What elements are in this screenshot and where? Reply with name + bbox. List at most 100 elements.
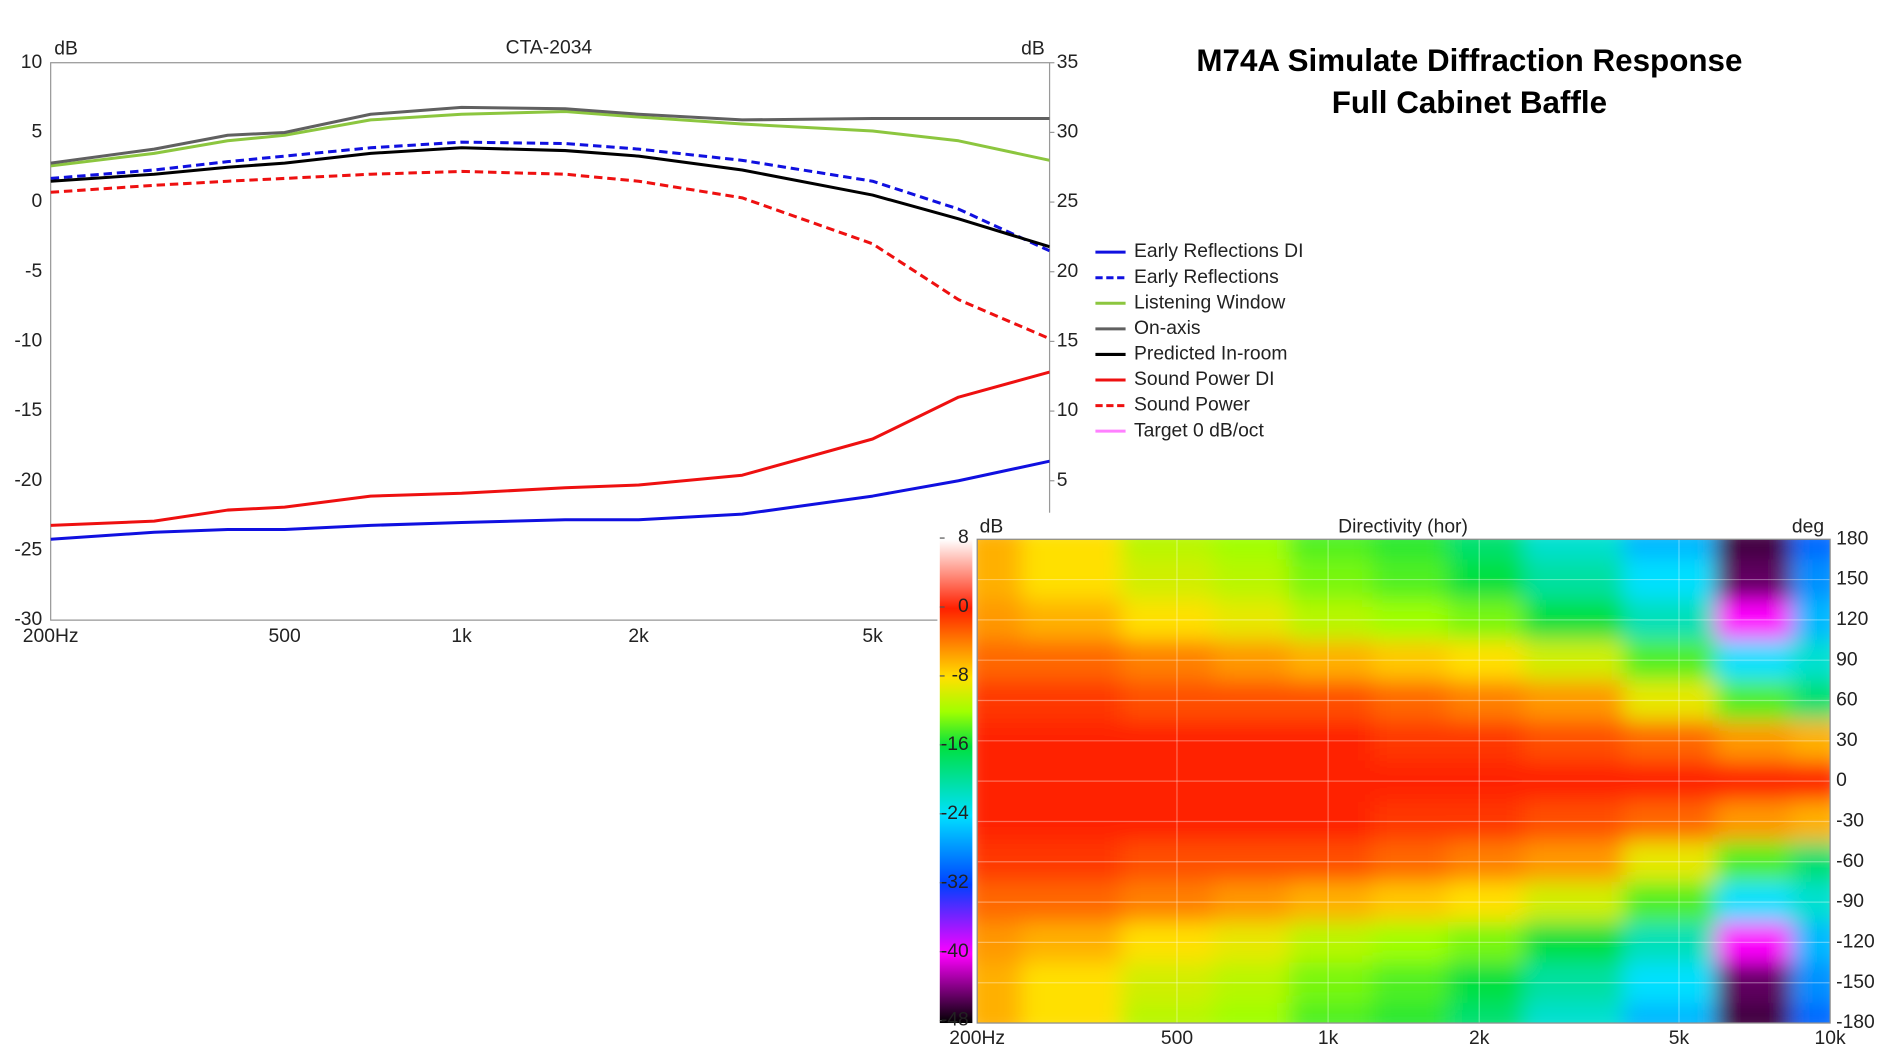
heatmap-cell [1715, 881, 1792, 923]
y-tick-label: -120 [1836, 931, 1875, 952]
y-tick-label: -150 [1836, 972, 1875, 993]
heatmap-cell [1289, 599, 1373, 641]
heatmap-cell [1715, 922, 1792, 964]
heatmap-cell [1372, 922, 1449, 964]
heatmap-cell [1289, 922, 1373, 964]
heatmap-cell [1791, 559, 1831, 601]
heatmap-cell [1021, 922, 1122, 964]
heatmap-cell [1021, 1002, 1122, 1024]
legend-label: Sound Power DI [1134, 369, 1275, 390]
y-tick-label: 0 [1836, 770, 1847, 791]
legend-label: Target 0 dB/oct [1134, 420, 1264, 441]
heatmap-cell [1523, 962, 1624, 1004]
heatmap-cell [1372, 599, 1449, 641]
heatmap-cell [1791, 640, 1831, 681]
heatmap-cell [1523, 881, 1624, 923]
y-tick-label: -10 [14, 331, 42, 352]
heatmap-cell [1623, 841, 1717, 883]
heatmap-cell [1623, 599, 1717, 641]
heatmap-cell [1121, 559, 1215, 601]
cta-chart: CTA-2034 dB dB -30 -25 -20 -15 -10 -5 0 5 10 5 10 1… [14, 37, 1303, 647]
heatmap-cell [1372, 559, 1449, 601]
heatmap-cell [1791, 539, 1831, 561]
heatmap-cell [1021, 801, 1122, 843]
heatmap-cell [1447, 599, 1525, 641]
heatmap-cell [1623, 881, 1717, 923]
heatmap-cell [1791, 1002, 1831, 1024]
heatmap-cell [1213, 680, 1290, 722]
heatmap-cell [1372, 720, 1449, 762]
y-tick-label: -30 [1836, 811, 1864, 832]
heatmap-cell [1623, 922, 1717, 964]
y-tick-label: 120 [1836, 609, 1868, 630]
heatmap-cell [1791, 881, 1831, 923]
heatmap-cell [1289, 1002, 1373, 1024]
y-tick-label: -5 [25, 261, 42, 282]
y2-tick-label: 20 [1057, 261, 1078, 282]
heatmap-cell [977, 881, 1022, 923]
heatmap-cell [1213, 640, 1290, 681]
colorbar-tick-label: 0 [958, 596, 969, 617]
heatmap-cell [1121, 720, 1215, 762]
y2-tick-label: 5 [1057, 470, 1068, 491]
heatmap-cell [1213, 539, 1290, 561]
x-tick-label: 10k [1815, 1028, 1846, 1049]
heatmap-cell [1289, 881, 1373, 923]
y-tick-label: 0 [31, 191, 42, 212]
heatmap-cell [1715, 720, 1792, 762]
line-group [50, 105, 1050, 541]
colorbar [939, 539, 973, 1024]
heatmap-cell [1021, 680, 1122, 722]
x-tick-label: 2k [628, 626, 649, 647]
heatmap-cell [1372, 841, 1449, 883]
heatmap-cell [977, 841, 1022, 883]
heatmap-cell [1021, 962, 1122, 1004]
heatmap-cell [1289, 539, 1373, 561]
heatmap-cell [977, 599, 1022, 641]
heatmap-cells [977, 539, 1831, 1024]
heatmap-cell [1791, 599, 1831, 641]
heatmap-cell [1213, 599, 1290, 641]
heatmap-cell [977, 801, 1022, 843]
heatmap-cell [1121, 680, 1215, 722]
y-tick-label: -30 [14, 609, 42, 630]
heatmap-cell [1623, 559, 1717, 601]
heatmap-cell [1121, 1002, 1215, 1024]
heatmap-cell [1372, 760, 1449, 802]
colorbar-tick-label: -24 [941, 803, 969, 824]
x-tick-label: 500 [269, 626, 301, 647]
heatmap-cell [1623, 801, 1717, 843]
heatmap-cell [1447, 962, 1525, 1004]
series-line [50, 109, 1050, 168]
heatmap-cell [1213, 1002, 1290, 1024]
heatmap-cell [1213, 962, 1290, 1004]
heatmap-cell [1021, 720, 1122, 762]
heatmap-cell [1372, 801, 1449, 843]
heatmap-cell [1791, 680, 1831, 722]
heatmap-cell [1791, 720, 1831, 762]
x-tick-label: 1k [1318, 1028, 1339, 1049]
y-tick-label: 150 [1836, 569, 1868, 590]
heatmap-cell [1372, 539, 1449, 561]
y-tick-label: 180 [1836, 528, 1868, 549]
y-tick-label: 10 [21, 52, 42, 73]
heatmap-cell [1447, 720, 1525, 762]
y-tick-label: -25 [14, 540, 42, 561]
heatmap-cell [1791, 922, 1831, 964]
chart-title: Directivity (hor) [1338, 516, 1468, 537]
y-unit: dB [54, 39, 78, 60]
heatmap-cell [1021, 881, 1122, 923]
legend-label: Early Reflections DI [1134, 241, 1303, 262]
heatmap-cell [1289, 962, 1373, 1004]
heatmap-cell [1372, 640, 1449, 681]
heatmap-cell [1447, 841, 1525, 883]
y-tick-label: 30 [1836, 730, 1857, 751]
heatmap-cell [1372, 680, 1449, 722]
series-line [50, 146, 1050, 249]
heatmap-cell [1715, 539, 1792, 561]
series-line [50, 459, 1050, 541]
y-tick-label: -90 [1836, 891, 1864, 912]
page-title: M74A Simulate Diffraction Response [1196, 43, 1742, 78]
series-line [50, 370, 1050, 527]
